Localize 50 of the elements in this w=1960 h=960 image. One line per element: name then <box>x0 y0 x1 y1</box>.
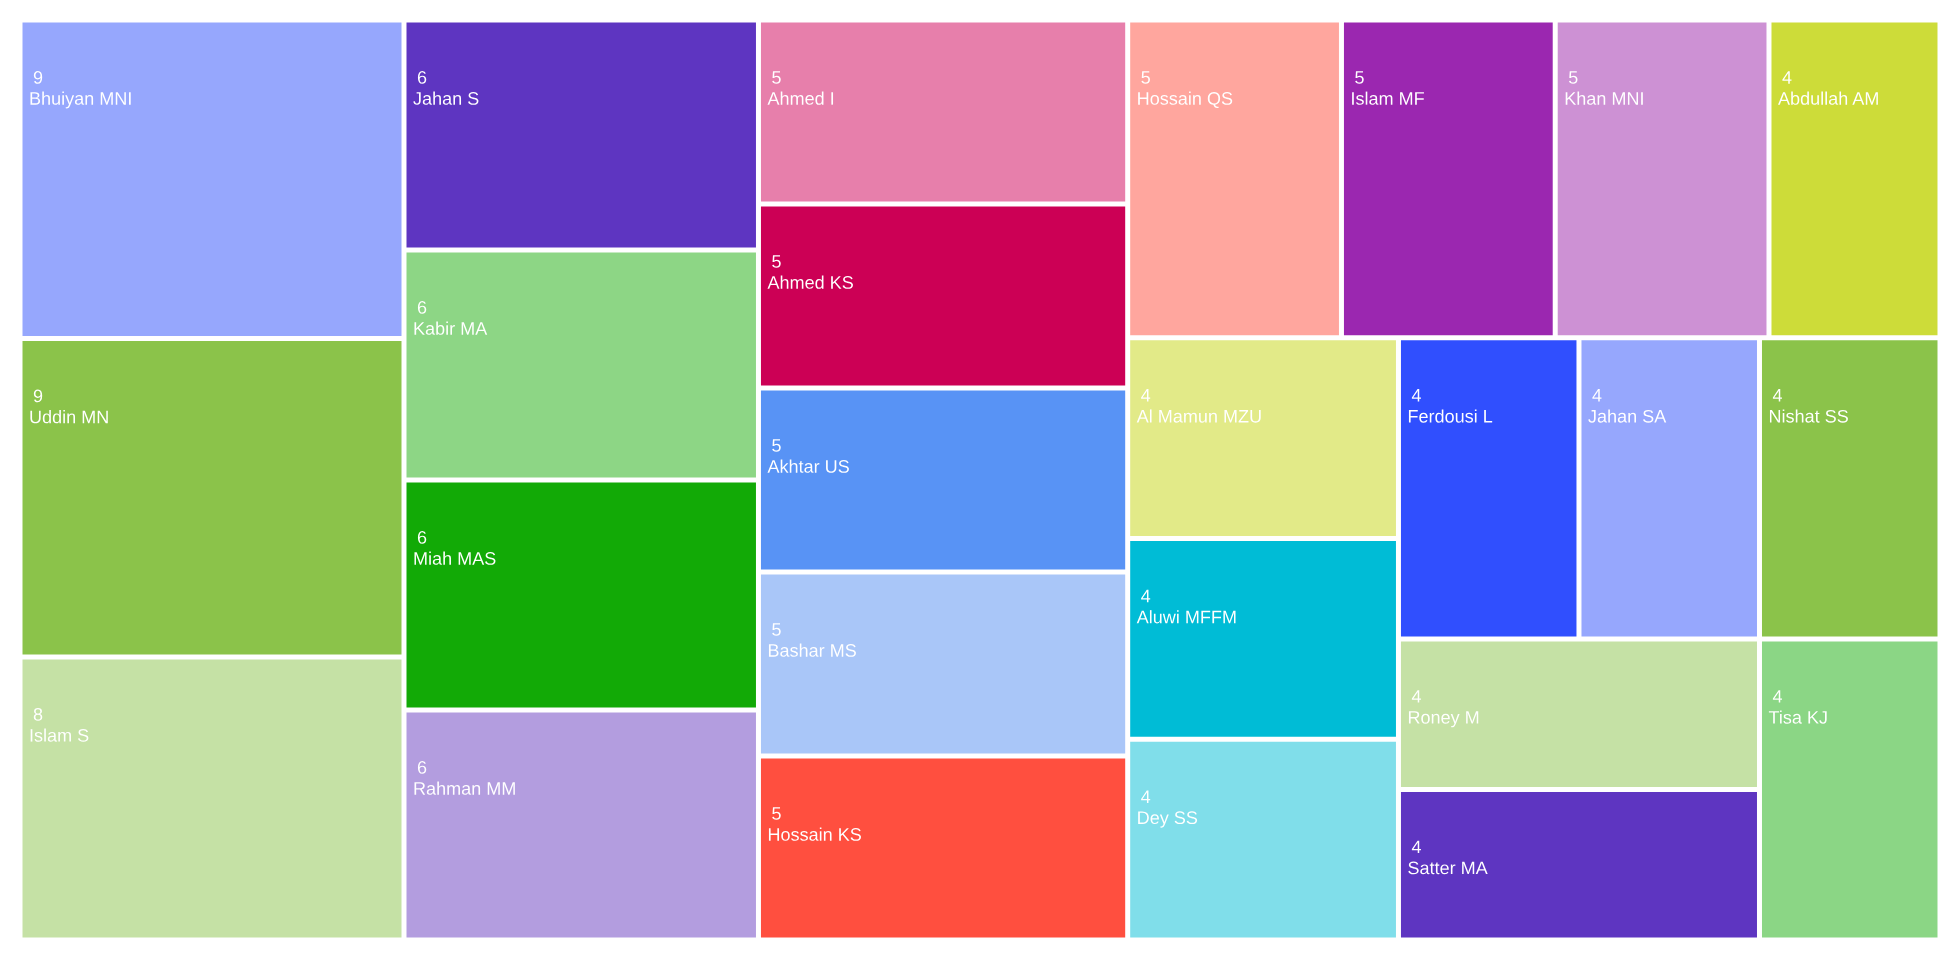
data-label: 4 <box>1141 389 1151 402</box>
category-label: Jahan SA <box>1588 409 1667 423</box>
data-label: 5 <box>1355 71 1364 84</box>
data-label: 9 <box>33 71 43 84</box>
data-label: 5 <box>1568 71 1578 84</box>
data-label: 5 <box>772 807 781 820</box>
data-label: 4 <box>1772 389 1782 402</box>
category-label: Dey SS <box>1138 811 1198 828</box>
category-label: Ahmed KS <box>767 275 853 289</box>
category-label: Hossain QS <box>1138 91 1233 109</box>
data-label: 4 <box>1411 840 1421 854</box>
data-label: 8 <box>33 707 43 721</box>
data-label: 5 <box>1141 71 1150 84</box>
category-label: Nishat SS <box>1769 409 1848 423</box>
category-label: Rahman MM <box>414 781 515 795</box>
category-label: Bhuiyan MNI <box>30 91 131 109</box>
data-label: 6 <box>417 71 427 84</box>
data-label: 6 <box>417 301 427 314</box>
category-label: Satter MA <box>1408 861 1488 875</box>
category-label: Akhtar US <box>767 459 849 473</box>
data-label: 4 <box>1411 389 1421 402</box>
category-label: Roney M <box>1408 711 1479 728</box>
category-label: Al Mamun MZU <box>1136 409 1261 423</box>
category-label: Hossain KS <box>768 827 861 841</box>
category-label: Abdullah AM <box>1778 91 1878 105</box>
category-label: Islam S <box>30 728 89 742</box>
data-label: 4 <box>1772 690 1782 703</box>
data-label: 4 <box>1411 690 1421 703</box>
data-label: 5 <box>772 439 781 452</box>
category-label: Kabir MA <box>414 321 488 335</box>
data-label: 5 <box>772 623 781 636</box>
data-label: 9 <box>33 389 43 403</box>
category-label: Ferdousi L <box>1408 409 1493 423</box>
category-label: Bashar MS <box>768 643 856 657</box>
category-label: Uddin MN <box>30 410 108 424</box>
data-label: 6 <box>417 761 427 774</box>
data-label: 4 <box>1782 71 1792 84</box>
category-label: Ahmed I <box>767 91 834 105</box>
data-label: 4 <box>1141 790 1151 803</box>
data-label: 4 <box>1141 589 1151 603</box>
category-label: Khan MNI <box>1565 91 1643 105</box>
data-label: 5 <box>772 71 781 84</box>
category-label: Miah MAS <box>414 551 496 565</box>
category-label: Tisa KJ <box>1768 710 1827 724</box>
category-label: Aluwi MFFM <box>1136 610 1236 624</box>
category-label: Islam MF <box>1352 91 1424 105</box>
data-label: 6 <box>417 531 427 544</box>
data-label: 4 <box>1592 389 1602 402</box>
category-label: Jahan S <box>413 91 479 105</box>
data-label: 5 <box>772 255 781 268</box>
